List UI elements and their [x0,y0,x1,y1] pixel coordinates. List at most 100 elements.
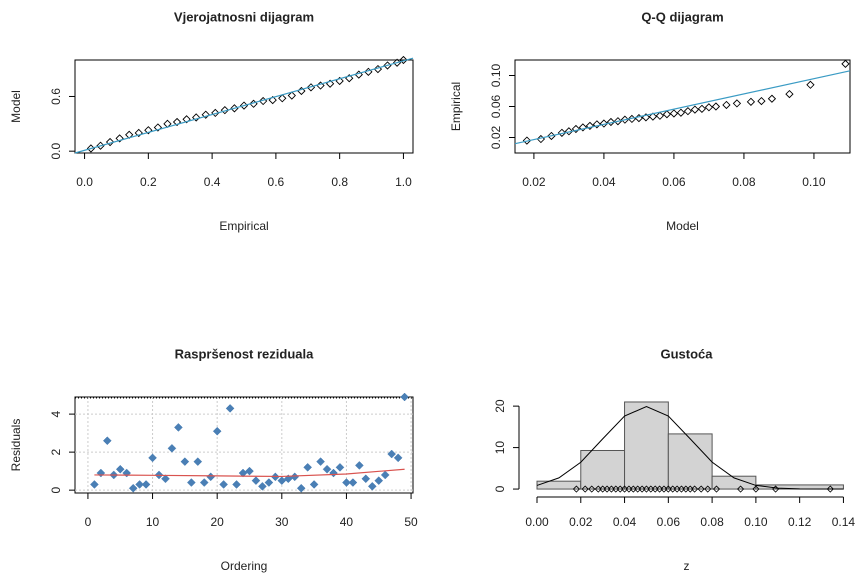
rug-point [572,485,580,493]
point [785,89,794,99]
point [278,94,287,103]
x-tick-label: 0.08 [732,175,756,189]
rug-point [826,485,834,493]
point [211,108,220,118]
point [182,115,191,124]
point [400,392,409,402]
x-tick-label: 0 [85,515,92,529]
point [206,472,216,482]
point [96,141,105,150]
point [102,436,112,446]
point [348,478,358,487]
rug-point [712,485,721,493]
point [683,107,693,116]
x-tick-label: 0.04 [613,515,637,529]
x-tick-label: 0.00 [525,515,549,529]
point [238,468,248,478]
point [193,457,203,466]
point [690,105,700,114]
point [355,461,364,470]
rug-point [691,485,699,493]
point [841,59,850,69]
chart-title: Vjerojatnosni dijagram [174,9,314,24]
point [697,104,707,113]
rug-point [581,485,589,493]
point [757,96,766,106]
x-tick-label: 0.10 [802,175,826,189]
point [303,462,313,472]
y-tick-label: 0.02 [489,125,503,149]
point [329,468,338,478]
y-tick-label: 0.06 [489,94,503,118]
point [571,124,581,134]
point [153,123,163,132]
x-axis-label: Model [666,219,699,233]
density-curve [536,405,844,490]
fit-line [514,70,851,145]
point [122,468,132,478]
x-tick-label: 50 [404,515,418,529]
point [592,120,602,129]
point [648,112,658,121]
x-tick-label: 0.2 [140,175,157,189]
point [711,102,721,111]
point [335,462,345,472]
bar [624,401,669,490]
chart-title: Gustoća [660,346,713,361]
point [90,480,99,489]
point [669,109,679,118]
x-tick-label: 0.0 [76,175,93,189]
point [144,126,153,135]
point [134,128,143,138]
point [655,111,665,120]
y-tick-label: 20 [493,399,507,413]
y-tick-label: 0.6 [49,88,63,105]
y-axis-label: Residuals [9,419,23,472]
point [192,113,201,122]
fit-line [74,57,414,154]
point [251,476,261,485]
point [290,472,300,482]
x-axis-label: z [684,559,690,573]
point [361,474,371,484]
point [96,468,106,478]
point [676,108,686,117]
bar [711,475,757,490]
x-tick-label: 10 [146,515,160,529]
y-tick-label: 0.10 [489,63,503,87]
point [613,117,623,126]
point [309,480,319,489]
rug-point [697,485,705,493]
point [277,476,287,485]
point [399,55,408,65]
point [578,123,588,132]
point [220,106,230,115]
x-tick-label: 0.14 [832,515,856,529]
fit-line [94,468,405,478]
x-tick-label: 20 [211,515,225,529]
plot-frame [514,59,851,154]
x-tick-label: 0.10 [744,515,768,529]
point [128,483,138,493]
y-axis-label: Empirical [449,82,463,131]
x-tick-label: 0.02 [569,515,593,529]
y-tick-label: 0.0 [49,143,63,160]
point [342,478,351,487]
point [225,404,235,413]
point [557,128,567,137]
y-tick-label: 4 [49,410,63,417]
point [219,480,228,489]
rug-point [752,485,760,493]
point [296,483,306,493]
point [268,95,277,105]
chart-title: Raspršenost reziduala [175,346,314,361]
point [212,426,222,436]
point [387,449,397,459]
x-tick-label: 0.4 [204,175,221,189]
rug-point [704,485,712,493]
point [287,91,296,100]
y-axis-label: Model [9,90,23,123]
point [141,480,151,489]
point [201,110,210,119]
point [522,136,532,145]
